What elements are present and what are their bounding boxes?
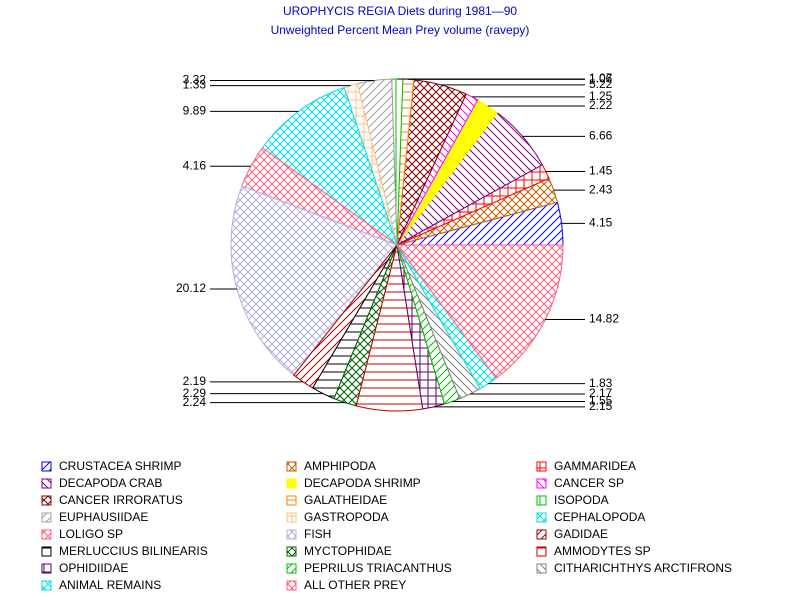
legend-label: MERLUCCIUS BILINEARIS: [59, 544, 208, 558]
legend-label: CANCER IRRORATUS: [59, 493, 183, 507]
chart-subtitle: Unweighted Percent Mean Prey volume (rav…: [271, 23, 530, 37]
value-label: 20.12: [176, 281, 206, 295]
legend-label: EUPHAUSIIDAE: [59, 510, 148, 524]
legend-label: CRUSTACEA SHRIMP: [59, 459, 181, 473]
value-label: 14.82: [589, 312, 619, 326]
value-label: 2.15: [589, 399, 613, 413]
legend-swatch: [41, 512, 52, 523]
legend-swatch: [536, 529, 547, 540]
legend-label: GALATHEIDAE: [304, 493, 387, 507]
value-label: 1.06: [589, 72, 613, 86]
value-label: 1.25: [589, 89, 613, 103]
legend-swatch: [41, 546, 52, 557]
legend-swatch: [536, 512, 547, 523]
legend-swatch: [286, 546, 297, 557]
legend-swatch: [286, 563, 297, 574]
value-label: 9.89: [183, 104, 207, 118]
value-label: 3.32: [183, 73, 207, 87]
value-label: 1.83: [589, 376, 613, 390]
legend-label: FISH: [304, 527, 331, 541]
legend-label: GAMMARIDEA: [554, 459, 636, 473]
legend-swatch: [41, 580, 52, 591]
legend-label: DECAPODA SHRIMP: [304, 476, 421, 490]
legend-swatch: [286, 512, 297, 523]
legend-label: OPHIDIIDAE: [59, 561, 128, 575]
value-label: 1.07: [589, 71, 613, 85]
legend-swatch: [536, 546, 547, 557]
legend-label: AMMODYTES SP: [554, 544, 651, 558]
legend-swatch: [286, 478, 297, 489]
legend-swatch: [286, 529, 297, 540]
value-label: 6.66: [589, 128, 613, 142]
legend-swatch: [286, 580, 297, 591]
value-label: 5.22: [589, 77, 613, 91]
value-label: 2.24: [183, 395, 207, 409]
legend-label: GASTROPODA: [304, 510, 389, 524]
legend-swatch: [41, 461, 52, 472]
value-label: 2.17: [589, 386, 613, 400]
legend-swatch: [536, 478, 547, 489]
legend-label: AMPHIPODA: [304, 459, 376, 473]
legend-swatch: [41, 529, 52, 540]
legend-label: DECAPODA CRAB: [59, 476, 162, 490]
value-label: 2.29: [183, 386, 207, 400]
legend-label: PEPRILUS TRIACANTHUS: [304, 561, 452, 575]
value-label: 4.15: [589, 216, 613, 230]
legend-swatch: [41, 495, 52, 506]
value-label: 1.33: [183, 78, 207, 92]
legend-label: CITHARICHTHYS ARCTIFRONS: [554, 561, 732, 575]
value-label: 4.16: [183, 158, 207, 172]
legend-swatch: [536, 495, 547, 506]
legend-swatch: [536, 563, 547, 574]
legend-label: LOLIGO SP: [59, 527, 123, 541]
pie-slice: [396, 244, 564, 379]
chart-title: UROPHYCIS REGIA Diets during 1981—90: [283, 4, 517, 18]
value-label: 1.55: [589, 394, 613, 408]
value-label: 2.22: [589, 98, 613, 112]
legend-swatch: [286, 461, 297, 472]
legend-label: ISOPODA: [554, 493, 609, 507]
value-label: 1.45: [589, 164, 613, 178]
legend-label: CANCER SP: [554, 476, 624, 490]
legend-swatch: [41, 563, 52, 574]
value-label: 2.43: [589, 182, 613, 196]
value-label: 2.19: [183, 374, 207, 388]
legend-label: ALL OTHER PREY: [304, 578, 406, 592]
legend-label: GADIDAE: [554, 527, 608, 541]
legend-swatch: [41, 478, 52, 489]
legend-swatch: [536, 461, 547, 472]
legend-swatch: [286, 495, 297, 506]
legend-label: ANIMAL REMAINS: [59, 578, 161, 592]
legend-label: CEPHALOPODA: [554, 510, 645, 524]
legend-label: MYCTOPHIDAE: [304, 544, 392, 558]
